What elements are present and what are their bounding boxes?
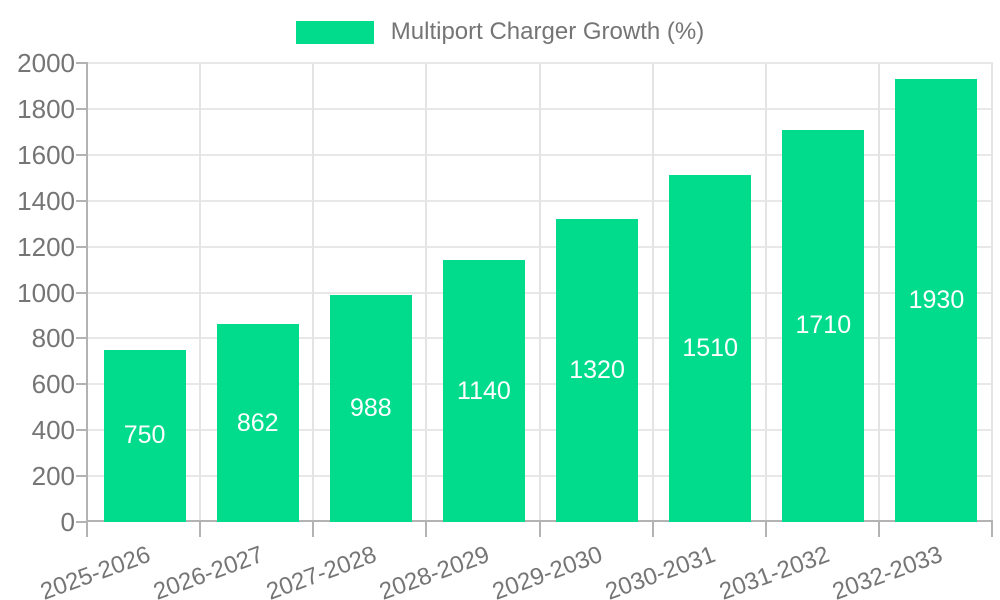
x-tick: [878, 520, 880, 537]
y-tick: [76, 383, 88, 386]
x-gridline: [878, 63, 880, 522]
y-tick: [76, 429, 88, 432]
x-tick: [312, 520, 314, 537]
bar-value-label: 1930: [908, 286, 965, 315]
y-tick-label: 200: [31, 461, 75, 492]
y-tick-label: 1600: [17, 139, 75, 170]
x-tick: [539, 520, 541, 537]
x-tick-label: 2032-2033: [828, 541, 946, 600]
y-tick: [76, 153, 88, 156]
bar[interactable]: 1140: [442, 260, 525, 522]
x-tick-label: 2030-2031: [602, 541, 720, 600]
x-tick-label: 2025-2026: [36, 541, 154, 600]
x-tick: [765, 520, 767, 537]
bar[interactable]: 1930: [895, 79, 978, 522]
x-tick: [652, 520, 654, 537]
y-tick: [76, 245, 88, 248]
legend[interactable]: Multiport Charger Growth (%): [0, 20, 1000, 44]
bar-value-label: 750: [123, 421, 166, 450]
y-tick-label: 800: [31, 323, 75, 354]
bar-value-label: 862: [236, 408, 279, 437]
x-tick-label: 2026-2027: [149, 541, 267, 600]
y-tick: [76, 62, 88, 64]
y-tick: [76, 521, 88, 523]
y-tick-label: 400: [31, 415, 75, 446]
y-tick: [76, 199, 88, 202]
x-tick: [425, 520, 427, 537]
x-tick-label: 2029-2030: [489, 541, 607, 600]
x-gridline: [991, 63, 993, 522]
y-tick-label: 600: [31, 369, 75, 400]
y-axis-line: [86, 63, 88, 522]
y-tick-label: 2000: [17, 48, 75, 78]
legend-label: Multiport Charger Growth (%): [390, 18, 705, 45]
plot-area: 750 862 988 1140 1320 1510 1710 1930: [88, 62, 993, 522]
x-tick: [991, 520, 993, 537]
x-tick: [86, 520, 88, 537]
x-gridline: [425, 63, 427, 522]
bar[interactable]: 1510: [669, 175, 752, 522]
bar[interactable]: 862: [216, 324, 299, 522]
x-tick: [199, 520, 201, 537]
y-tick: [76, 107, 88, 110]
y-tick-label: 1800: [17, 93, 75, 124]
x-gridline: [539, 63, 541, 522]
bar-value-label: 1140: [457, 376, 511, 405]
y-tick-label: 1400: [17, 185, 75, 216]
bar-value-label: 1510: [682, 334, 738, 363]
bar-value-label: 988: [349, 394, 392, 423]
y-tick-label: 1000: [17, 277, 75, 308]
x-gridline: [765, 63, 767, 522]
y-tick: [76, 475, 88, 478]
bar-value-label: 1710: [795, 311, 852, 340]
bar[interactable]: 1320: [556, 219, 639, 522]
x-gridline: [199, 63, 201, 522]
x-tick-label: 2027-2028: [262, 541, 381, 600]
y-tick-label: 0: [60, 507, 75, 537]
bar[interactable]: 750: [103, 349, 186, 522]
y-tick-label: 1200: [17, 231, 75, 262]
bar[interactable]: 988: [329, 295, 412, 522]
legend-swatch: [295, 20, 374, 44]
y-tick: [76, 337, 88, 340]
y-tick: [76, 291, 88, 294]
bar[interactable]: 1710: [782, 129, 865, 522]
x-tick-label: 2031-2032: [715, 541, 833, 600]
bar-value-label: 1320: [569, 356, 625, 385]
x-gridline: [312, 63, 314, 522]
x-tick-label: 2028-2029: [376, 541, 494, 600]
x-gridline: [652, 63, 654, 522]
